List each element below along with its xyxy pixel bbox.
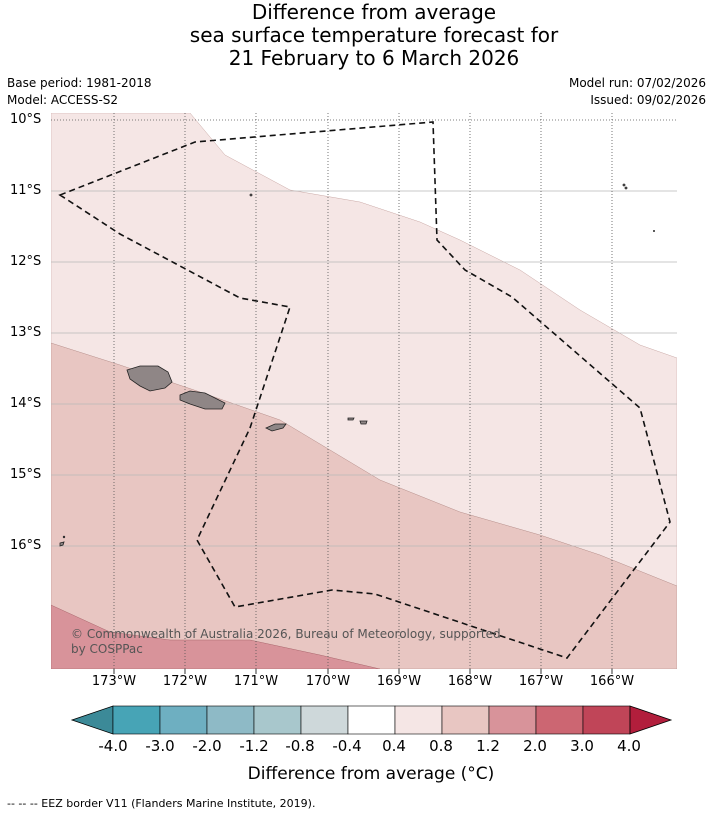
latitude-gridlines bbox=[51, 119, 677, 547]
colorbar-tick-label: 0.8 bbox=[429, 737, 453, 755]
colorbar-title: Difference from average (°C) bbox=[247, 764, 495, 784]
lon-label: 169°W bbox=[376, 674, 422, 689]
copyright-line-2: by COSPPac bbox=[71, 642, 143, 656]
tokelau-island-2 bbox=[624, 186, 628, 190]
colorbar-swatch bbox=[112, 705, 161, 735]
colorbar-tick-label: 1.2 bbox=[476, 737, 500, 755]
lon-label: 166°W bbox=[589, 674, 635, 689]
model-name: Model: ACCESS-S2 bbox=[7, 93, 119, 107]
colorbar-swatch bbox=[300, 705, 349, 735]
swains-island bbox=[249, 193, 253, 197]
colorbar-swatch bbox=[159, 705, 208, 735]
lon-label: 168°W bbox=[447, 674, 493, 689]
manua-island-2 bbox=[359, 420, 368, 425]
colorbar-extend-high bbox=[629, 705, 673, 735]
title-line-2: sea surface temperature forecast for bbox=[189, 23, 559, 47]
colorbar-swatch bbox=[347, 705, 396, 735]
title-line-3: 21 February to 6 March 2026 bbox=[228, 46, 520, 70]
lon-label: 172°W bbox=[162, 674, 208, 689]
lat-label: 11°S bbox=[10, 183, 42, 198]
lat-label: 15°S bbox=[10, 467, 42, 482]
land-islands bbox=[59, 183, 656, 547]
lat-label: 12°S bbox=[10, 254, 42, 269]
tokelau-island-3 bbox=[653, 229, 656, 232]
colorbar-swatch bbox=[441, 705, 490, 735]
colorbar-swatch bbox=[535, 705, 584, 735]
anomaly-band-1-2-to-2-0 bbox=[51, 604, 381, 669]
colorbar-tick-label: -0.8 bbox=[285, 737, 315, 755]
colorbar-tick-label: 4.0 bbox=[617, 737, 641, 755]
eez-legend-note: -- -- -- EEZ border V11 (Flanders Marine… bbox=[7, 797, 316, 810]
colorbar-swatch bbox=[206, 705, 255, 735]
copyright-line-1: © Commonwealth of Australia 2026, Bureau… bbox=[71, 627, 501, 641]
colorbar-extend-low bbox=[70, 705, 114, 735]
colorbar-tick-label: -0.4 bbox=[332, 737, 362, 755]
lat-label: 14°S bbox=[10, 396, 42, 411]
lat-label: 16°S bbox=[10, 538, 42, 553]
tokelau-island-1 bbox=[622, 183, 626, 187]
colorbar-swatch bbox=[253, 705, 302, 735]
lon-label: 167°W bbox=[518, 674, 564, 689]
colorbar-tick-label: -4.0 bbox=[98, 737, 128, 755]
base-period: Base period: 1981-2018 bbox=[7, 76, 152, 90]
futuna-island bbox=[62, 535, 66, 539]
model-run: Model run: 07/02/2026 bbox=[568, 76, 706, 90]
eez-border-samoa bbox=[58, 121, 671, 659]
title-line-1: Difference from average bbox=[251, 0, 497, 24]
colorbar-tick-label: 3.0 bbox=[570, 737, 594, 755]
copyright-notice: © Commonwealth of Australia 2026, Bureau… bbox=[71, 627, 501, 657]
colorbar bbox=[70, 705, 673, 735]
colorbar-tick-label: 2.0 bbox=[523, 737, 547, 755]
colorbar-swatch bbox=[488, 705, 537, 735]
colorbar-tick-label: -1.2 bbox=[239, 737, 269, 755]
lon-label: 170°W bbox=[305, 674, 351, 689]
colorbar-tick-label: -2.0 bbox=[192, 737, 222, 755]
wallis-island bbox=[59, 541, 65, 547]
manua-island-1 bbox=[347, 417, 355, 421]
lat-label: 10°S bbox=[10, 112, 42, 127]
tutuila-island bbox=[265, 423, 287, 432]
issued-date: Issued: 09/02/2026 bbox=[590, 93, 706, 107]
savaii-island bbox=[126, 365, 173, 392]
lat-label: 13°S bbox=[10, 325, 42, 340]
upolu-island bbox=[179, 390, 226, 410]
lon-label: 171°W bbox=[233, 674, 279, 689]
colorbar-swatch bbox=[394, 705, 443, 735]
colorbar-tick-label: 0.4 bbox=[382, 737, 406, 755]
lon-ticks bbox=[113, 669, 613, 674]
lon-label: 173°W bbox=[91, 674, 137, 689]
colorbar-tick-label: -3.0 bbox=[145, 737, 175, 755]
colorbar-swatch bbox=[582, 705, 631, 735]
